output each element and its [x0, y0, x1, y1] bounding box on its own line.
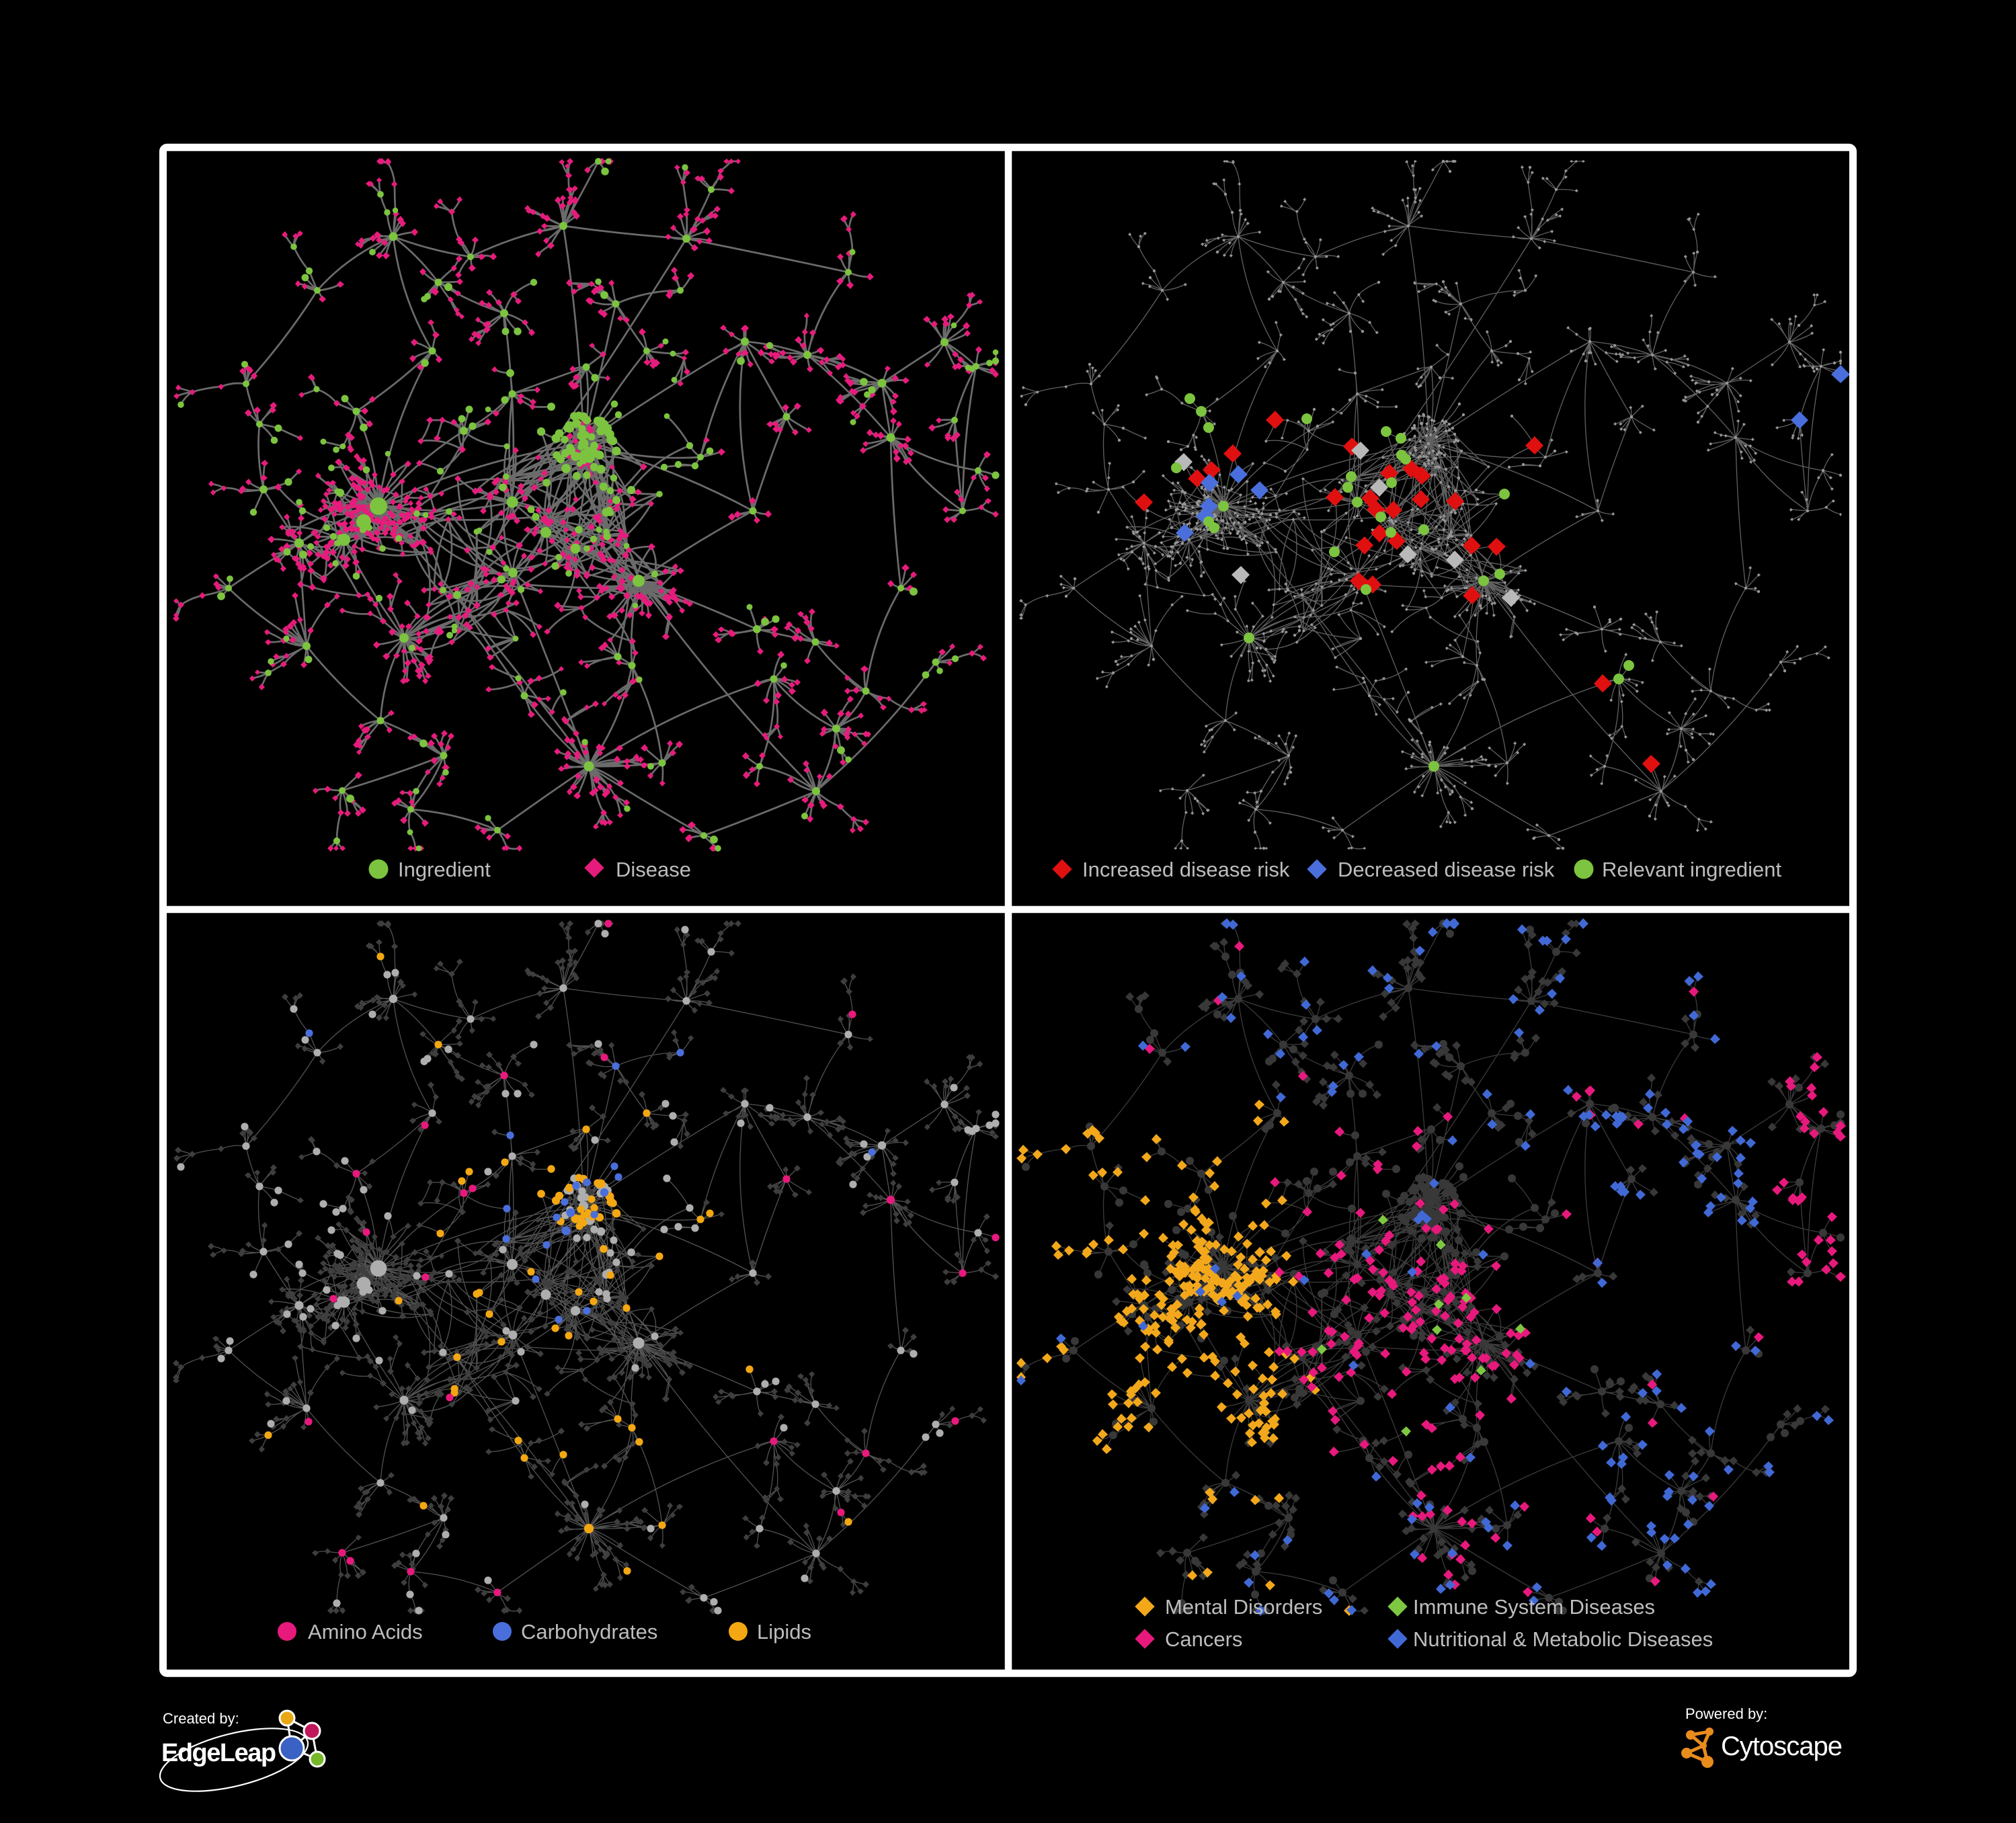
- svg-text:Carbohydrates: Carbohydrates: [521, 1620, 657, 1644]
- svg-text:EdgeLeap: EdgeLeap: [161, 1739, 276, 1767]
- svg-text:Cytoscape: Cytoscape: [1721, 1732, 1842, 1761]
- svg-text:Nutritional & Metabolic Diseas: Nutritional & Metabolic Diseases: [1413, 1627, 1713, 1651]
- svg-text:Disease: Disease: [616, 858, 691, 881]
- svg-text:Amino Acids: Amino Acids: [308, 1620, 423, 1644]
- svg-text:Mental Disorders: Mental Disorders: [1165, 1595, 1322, 1619]
- svg-text:Increased disease risk: Increased disease risk: [1082, 858, 1290, 881]
- svg-text:Decreased disease risk: Decreased disease risk: [1338, 858, 1555, 881]
- svg-text:Relevant ingredient: Relevant ingredient: [1602, 858, 1782, 881]
- svg-text:Lipids: Lipids: [757, 1620, 811, 1644]
- svg-text:Ingredient: Ingredient: [398, 858, 491, 881]
- svg-text:Created by:: Created by:: [163, 1710, 239, 1727]
- svg-text:Immune System Diseases: Immune System Diseases: [1413, 1595, 1655, 1619]
- svg-text:Powered by:: Powered by:: [1685, 1705, 1767, 1722]
- svg-text:Cancers: Cancers: [1165, 1627, 1242, 1651]
